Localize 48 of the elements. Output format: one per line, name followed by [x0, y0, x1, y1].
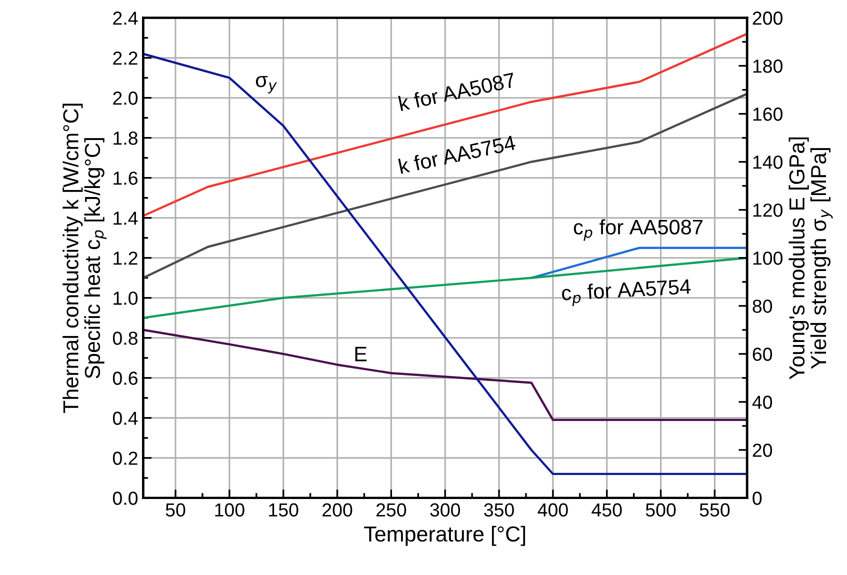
- y2-tick-label: 160: [753, 108, 782, 121]
- y2-tick-label: 40: [752, 396, 772, 409]
- y2-tick-label: 120: [753, 204, 782, 217]
- y2-tick-label: 60: [752, 348, 772, 361]
- y-tick-label: 2.4: [113, 12, 138, 25]
- line-series: [143, 328, 748, 422]
- x-tick-label: 500: [646, 503, 676, 517]
- line-series: [143, 52, 748, 476]
- x-tick-label: 150: [269, 503, 298, 517]
- y-tick-label: 0.4: [112, 412, 138, 425]
- x-tick-label: 450: [592, 503, 622, 517]
- y-tick-label: 0.2: [112, 452, 138, 465]
- y-tick-label: 1.8: [114, 132, 138, 145]
- y2-axis-title: Young's modulus E [GPa] Yield strength σ$_{y}$ [MPa]: [788, 137, 833, 380]
- y-tick-label: 1.0: [114, 292, 138, 305]
- line-series: [143, 32, 748, 217]
- y2-tick-label: 20: [752, 444, 772, 457]
- y2-tick-label: 140: [753, 156, 782, 169]
- x-tick-label: 550: [700, 503, 730, 517]
- series-label: σ$_{y}$: [256, 76, 277, 94]
- y-tick-label: 1.2: [114, 252, 138, 265]
- x-tick-label: 400: [538, 503, 568, 517]
- y2-tick-label: 180: [753, 60, 782, 73]
- y2-tick-label: 200: [752, 12, 782, 25]
- y-tick-label: 1.4: [114, 212, 138, 225]
- y-tick-label: 2.0: [113, 92, 138, 105]
- x-tick-label: 100: [215, 503, 244, 517]
- series-label: E: [355, 346, 367, 362]
- y-tick-label: 1.6: [114, 172, 138, 185]
- y2-tick-label: 0: [752, 492, 762, 505]
- x-tick-label: 300: [430, 503, 460, 517]
- y2-tick-label: 80: [752, 300, 772, 313]
- text: k for AA5087: [398, 72, 516, 112]
- x-tick-label: 250: [376, 503, 406, 517]
- y2-tick-label: 100: [753, 252, 782, 265]
- y-tick-label: 2.2: [113, 52, 138, 65]
- y-axis-title: Thermal conductivity k [W/cm°C] Specific heat c$_{p}$ [kJ/kg°C]: [62, 104, 107, 414]
- x-tick-label: 50: [166, 503, 186, 517]
- x-axis-title: Temperature [°C]: [364, 526, 526, 546]
- series-label: c$_{p}$ for AA5087: [574, 219, 702, 241]
- line-series: [143, 256, 748, 320]
- y-tick-label: 0.6: [112, 372, 138, 385]
- x-tick-label: 200: [322, 503, 352, 517]
- y-tick-label: 0.0: [112, 492, 138, 505]
- x-tick-label: 350: [484, 503, 514, 517]
- y-tick-label: 0.8: [112, 332, 138, 345]
- series-label: c$_{p}$ for AA5754: [562, 278, 692, 307]
- text: k for AA5754: [398, 134, 516, 174]
